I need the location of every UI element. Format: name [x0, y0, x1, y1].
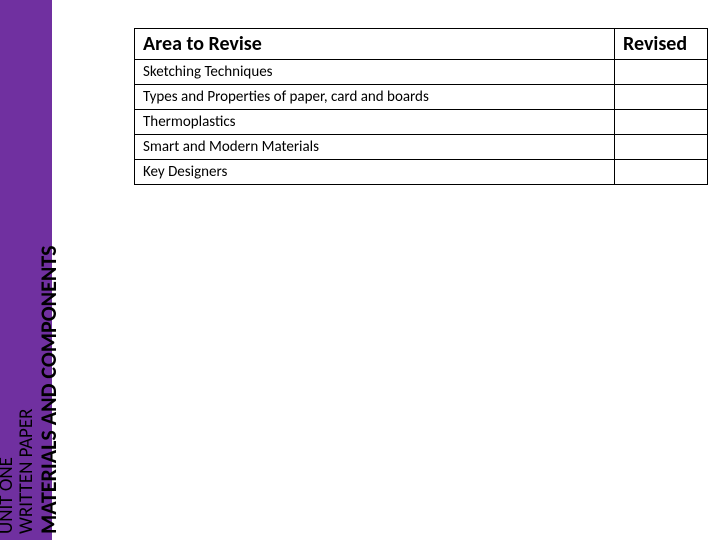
revised-cell [615, 85, 708, 110]
table-header-row: Area to Revise Revised [135, 29, 708, 60]
sidebar-line3: MATERIALS AND COMPONENTS [37, 246, 60, 534]
sidebar-line2: WRITTEN PAPER [17, 246, 37, 534]
table-row: Sketching Techniques [135, 60, 708, 85]
sidebar-title-container: UNIT ONE WRITTEN PAPER MATERIALS AND COM… [56, 0, 131, 540]
table-row: Thermoplastics [135, 110, 708, 135]
table-row: Key Designers [135, 160, 708, 185]
area-cell: Sketching Techniques [135, 60, 615, 85]
revised-cell [615, 160, 708, 185]
main-content: Area to Revise Revised Sketching Techniq… [134, 28, 708, 185]
table-row: Types and Properties of paper, card and … [135, 85, 708, 110]
sidebar-title: UNIT ONE WRITTEN PAPER MATERIALS AND COM… [0, 246, 60, 534]
header-area: Area to Revise [135, 29, 615, 60]
area-cell: Thermoplastics [135, 110, 615, 135]
table-row: Smart and Modern Materials [135, 135, 708, 160]
revised-cell [615, 110, 708, 135]
revised-cell [615, 60, 708, 85]
area-cell: Types and Properties of paper, card and … [135, 85, 615, 110]
revision-table: Area to Revise Revised Sketching Techniq… [134, 28, 708, 185]
header-revised: Revised [615, 29, 708, 60]
area-cell: Key Designers [135, 160, 615, 185]
revised-cell [615, 135, 708, 160]
area-cell: Smart and Modern Materials [135, 135, 615, 160]
